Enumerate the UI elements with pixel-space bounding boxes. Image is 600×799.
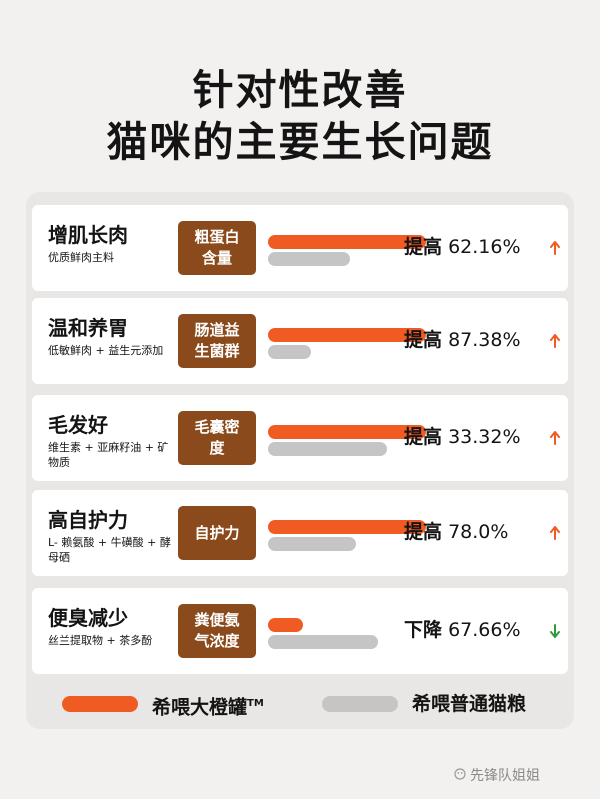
legend-swatch-gray	[322, 696, 398, 712]
arrow-up-icon	[550, 241, 560, 255]
feature-info: 增肌长肉优质鲜肉主料	[48, 223, 176, 265]
bar-xiwei-orange-can	[268, 235, 426, 249]
bar-regular-cat-food	[268, 442, 387, 456]
bar-regular-cat-food	[268, 252, 350, 266]
feature-description: 优质鲜肉主料	[48, 251, 114, 264]
stat-value: 78.0%	[448, 521, 509, 543]
feature-name: 毛发好	[48, 413, 108, 437]
feature-description: 丝兰提取物 + 茶多酚	[48, 634, 153, 647]
legend-label-orange: 希喂大橙罐TM	[152, 696, 264, 719]
feature-row: 高自护力 L- 赖氨酸 + 牛磺酸 + 酵母硒 自护力 提高 78.0%	[32, 490, 568, 576]
stat-label: 提高	[404, 329, 443, 351]
stat-value: 62.16%	[448, 236, 521, 258]
feature-name: 高自护力	[48, 508, 128, 532]
feature-name: 温和养胃	[48, 316, 128, 340]
feature-description: L- 赖氨酸 + 牛磺酸 + 酵母硒	[48, 536, 171, 564]
metric-tag-label: 毛囊密度	[194, 418, 240, 457]
feature-row: 增肌长肉 优质鲜肉主料 粗蛋白含量 提高 62.16%	[32, 205, 568, 291]
feature-row: 毛发好维生素 + 亚麻籽油 + 矿物质 毛囊密度 提高 33.32%	[32, 395, 568, 481]
bar-xiwei-orange-can	[268, 520, 426, 534]
feature-info: 高自护力 L- 赖氨酸 + 牛磺酸 + 酵母硒	[48, 508, 176, 565]
feature-info: 温和养胃低敏鲜肉 + 益生元添加	[48, 316, 176, 358]
bar-xiwei-orange-can	[268, 425, 426, 439]
feature-row: 便臭减少 丝兰提取物 + 茶多酚 粪便氨气浓度 下降 67.66%	[32, 588, 568, 674]
stat-value: 33.32%	[448, 426, 521, 448]
page-title-line1: 针对性改善	[192, 66, 408, 114]
metric-tag: 自护力	[178, 506, 256, 560]
feature-row: 温和养胃 低敏鲜肉 + 益生元添加 肠道益生菌群 提高 87.38%	[32, 298, 568, 384]
legend-label-gray: 希喂普通猫粮	[412, 693, 527, 715]
stat-readout: 提高 87.38%	[404, 327, 521, 353]
metric-tag: 毛囊密度	[178, 411, 256, 465]
bar-regular-cat-food	[268, 635, 378, 649]
stat-readout: 提高 33.32%	[404, 424, 521, 450]
legend-swatch-orange	[62, 696, 138, 712]
bar-xiwei-orange-can	[268, 618, 303, 632]
feature-info: 毛发好维生素 + 亚麻籽油 + 矿物质	[48, 413, 176, 470]
feature-description: 低敏鲜肉 + 益生元添加	[48, 344, 164, 357]
watermark-text: 先锋队姐姐	[470, 768, 540, 784]
bar-regular-cat-food	[268, 537, 356, 551]
feature-name: 便臭减少	[48, 606, 128, 630]
metric-tag: 粪便氨气浓度	[178, 604, 256, 658]
bar-regular-cat-food	[268, 345, 311, 359]
page-title-line2: 猫咪的主要生长问题	[106, 118, 494, 166]
trademark-mark: TM	[247, 698, 264, 709]
stat-label: 提高	[404, 426, 443, 448]
stat-label: 下降	[404, 619, 443, 641]
stat-readout: 提高 62.16%	[404, 234, 521, 260]
feature-name: 增肌长肉	[48, 223, 128, 247]
metric-tag: 粗蛋白含量	[178, 221, 256, 275]
feature-description: 维生素 + 亚麻籽油 + 矿物质	[48, 441, 169, 469]
metric-tag-label: 粪便氨气浓度	[194, 611, 240, 650]
stat-readout: 提高 78.0%	[404, 519, 508, 545]
stat-label: 提高	[404, 521, 443, 543]
stat-value: 67.66%	[448, 619, 521, 641]
metric-tag-label: 肠道益生菌群	[194, 321, 240, 360]
watermark-icon	[454, 768, 466, 780]
arrow-up-icon	[550, 526, 560, 540]
metric-tag: 肠道益生菌群	[178, 314, 256, 368]
feature-info: 便臭减少丝兰提取物 + 茶多酚	[48, 606, 176, 648]
stat-value: 87.38%	[448, 329, 521, 351]
metric-tag-label: 粗蛋白含量	[194, 228, 240, 267]
stat-readout: 下降 67.66%	[404, 617, 521, 643]
metric-tag-label: 自护力	[194, 523, 240, 542]
arrow-up-icon	[550, 431, 560, 445]
arrow-up-icon	[550, 334, 560, 348]
stat-label: 提高	[404, 236, 443, 258]
arrow-down-icon	[550, 624, 560, 638]
bar-xiwei-orange-can	[268, 328, 426, 342]
